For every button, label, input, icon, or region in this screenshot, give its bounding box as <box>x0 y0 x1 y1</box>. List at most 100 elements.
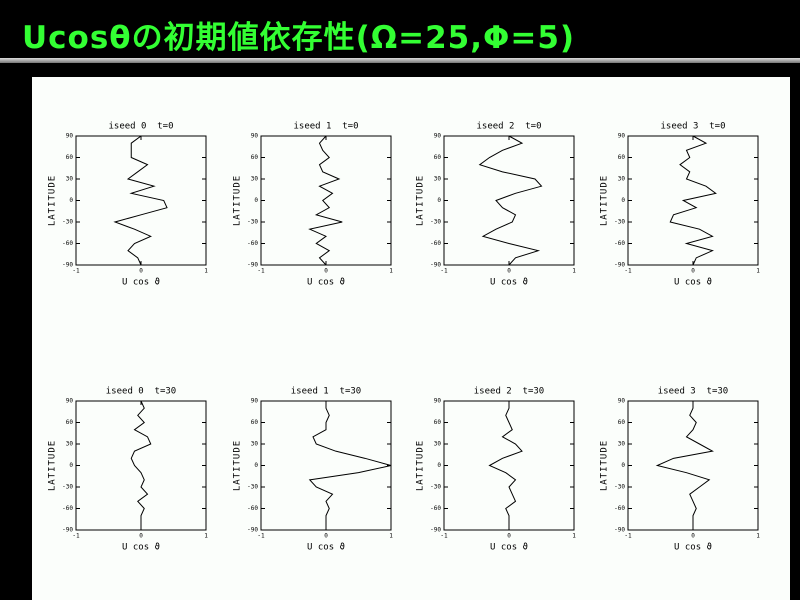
x-tick-label: 0 <box>507 533 511 540</box>
chart-title: iseed 2 t=0 <box>476 122 541 132</box>
x-axis-label: U cos ϑ <box>307 278 345 288</box>
slide-title: Ucosθの初期値依存性(Ω=25,Φ=5) <box>22 20 576 56</box>
y-tick-label: -30 <box>430 484 441 491</box>
profile-line <box>308 135 343 266</box>
x-axis-label: U cos ϑ <box>122 278 160 288</box>
y-axis-label: LATITUDE <box>416 175 426 226</box>
y-tick-label: -30 <box>247 484 258 491</box>
y-tick-label: -30 <box>430 219 441 226</box>
y-tick-label: 90 <box>66 398 74 405</box>
y-axis-label: LATITUDE <box>48 440 58 491</box>
plot-frame <box>260 135 392 266</box>
y-tick-label: 60 <box>434 154 442 161</box>
y-tick-label: 30 <box>618 176 626 183</box>
profile-line <box>113 135 168 266</box>
x-tick-label: 0 <box>324 268 328 275</box>
plot-frame <box>75 135 207 266</box>
y-tick-label: 0 <box>621 462 625 469</box>
profile-line <box>488 401 523 530</box>
plot-frame <box>75 400 207 531</box>
x-tick-label: 1 <box>389 533 393 540</box>
y-tick-label: 0 <box>437 197 441 204</box>
y-tick-label: 90 <box>434 398 442 405</box>
profile-line <box>308 401 392 530</box>
y-tick-label: -60 <box>247 240 258 247</box>
chart-title: iseed 1 t=0 <box>293 122 358 132</box>
y-tick-label: 0 <box>621 197 625 204</box>
x-tick-label: 1 <box>756 533 760 540</box>
chart-title: iseed 0 t=0 <box>108 122 173 132</box>
y-tick-label: 60 <box>251 154 259 161</box>
y-tick-label: -30 <box>614 219 625 226</box>
x-axis-label: U cos ϑ <box>674 543 712 553</box>
x-tick-label: 0 <box>139 533 143 540</box>
y-tick-label: -90 <box>614 527 625 534</box>
chart-title: iseed 3 t=30 <box>658 387 728 397</box>
y-tick-label: 60 <box>618 154 626 161</box>
plot-frame <box>627 400 759 531</box>
x-tick-label: 1 <box>204 268 208 275</box>
x-tick-label: -1 <box>257 268 265 275</box>
x-tick-label: 1 <box>756 268 760 275</box>
figure-panel <box>32 77 790 600</box>
y-tick-label: 30 <box>434 176 442 183</box>
x-tick-label: -1 <box>72 268 80 275</box>
y-tick-label: 30 <box>66 441 74 448</box>
y-tick-label: 0 <box>69 462 73 469</box>
x-tick-label: 1 <box>572 268 576 275</box>
y-tick-label: 60 <box>434 419 442 426</box>
y-axis-label: LATITUDE <box>233 440 243 491</box>
x-tick-label: -1 <box>72 533 80 540</box>
y-axis-label: LATITUDE <box>600 175 610 226</box>
chart-title: iseed 1 t=30 <box>291 387 361 397</box>
x-tick-label: 0 <box>324 533 328 540</box>
y-axis-label: LATITUDE <box>416 440 426 491</box>
y-tick-label: -90 <box>62 527 73 534</box>
y-tick-label: -60 <box>430 505 441 512</box>
y-tick-label: -90 <box>614 262 625 269</box>
x-axis-label: U cos ϑ <box>490 278 528 288</box>
chart-title: iseed 2 t=30 <box>474 387 544 397</box>
x-tick-label: 0 <box>691 533 695 540</box>
y-tick-label: 90 <box>66 133 74 140</box>
title-rule <box>0 58 800 63</box>
x-axis-label: U cos ϑ <box>490 543 528 553</box>
y-tick-label: 60 <box>251 419 259 426</box>
chart-title: iseed 0 t=30 <box>106 387 176 397</box>
y-tick-label: 60 <box>618 419 626 426</box>
x-axis-label: U cos ϑ <box>122 543 160 553</box>
y-tick-label: -90 <box>430 527 441 534</box>
chart-title: iseed 3 t=0 <box>660 122 725 132</box>
profile-line <box>130 400 152 530</box>
x-axis-label: U cos ϑ <box>674 278 712 288</box>
y-tick-label: 90 <box>618 398 626 405</box>
y-tick-label: -60 <box>430 240 441 247</box>
y-tick-label: -60 <box>247 505 258 512</box>
y-tick-label: -90 <box>247 527 258 534</box>
y-tick-label: 30 <box>251 176 259 183</box>
y-tick-label: -30 <box>614 484 625 491</box>
y-tick-label: -90 <box>247 262 258 269</box>
plot-frame <box>443 400 575 531</box>
x-tick-label: 1 <box>389 268 393 275</box>
y-tick-label: 60 <box>66 419 74 426</box>
y-tick-label: 30 <box>66 176 74 183</box>
plot-frame <box>260 400 392 531</box>
y-tick-label: 0 <box>69 197 73 204</box>
y-tick-label: 0 <box>254 197 258 204</box>
y-tick-label: -60 <box>62 240 73 247</box>
y-axis-label: LATITUDE <box>233 175 243 226</box>
x-tick-label: -1 <box>624 533 632 540</box>
x-tick-label: -1 <box>624 268 632 275</box>
y-tick-label: 30 <box>618 441 626 448</box>
y-tick-label: 0 <box>437 462 441 469</box>
x-tick-label: 0 <box>507 268 511 275</box>
x-tick-label: 0 <box>139 268 143 275</box>
x-tick-label: 1 <box>572 533 576 540</box>
y-tick-label: -90 <box>62 262 73 269</box>
y-tick-label: -60 <box>614 505 625 512</box>
y-tick-label: 30 <box>434 441 442 448</box>
y-tick-label: 90 <box>618 133 626 140</box>
y-tick-label: -30 <box>62 484 73 491</box>
